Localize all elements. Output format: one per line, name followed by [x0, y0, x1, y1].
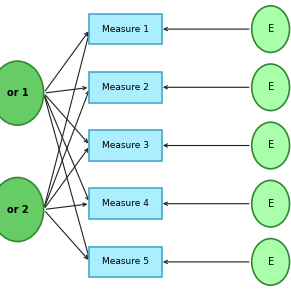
Text: E: E — [267, 141, 274, 150]
Text: E: E — [267, 257, 274, 267]
Text: E: E — [267, 24, 274, 34]
Ellipse shape — [252, 180, 290, 227]
Text: Measure 5: Measure 5 — [102, 258, 149, 266]
Ellipse shape — [252, 6, 290, 52]
Ellipse shape — [0, 61, 44, 125]
FancyBboxPatch shape — [89, 72, 162, 103]
Text: Measure 4: Measure 4 — [102, 199, 149, 208]
Text: Measure 2: Measure 2 — [102, 83, 149, 92]
FancyBboxPatch shape — [89, 189, 162, 219]
Ellipse shape — [0, 178, 44, 242]
Ellipse shape — [252, 239, 290, 285]
Text: E: E — [267, 199, 274, 209]
FancyBboxPatch shape — [89, 130, 162, 161]
Text: E: E — [267, 82, 274, 92]
Text: or 1: or 1 — [7, 88, 28, 98]
Ellipse shape — [252, 64, 290, 111]
FancyBboxPatch shape — [89, 14, 162, 44]
Text: or 2: or 2 — [7, 205, 28, 214]
FancyBboxPatch shape — [89, 247, 162, 277]
Text: Measure 1: Measure 1 — [102, 25, 149, 33]
Ellipse shape — [252, 122, 290, 169]
Text: Measure 3: Measure 3 — [102, 141, 149, 150]
